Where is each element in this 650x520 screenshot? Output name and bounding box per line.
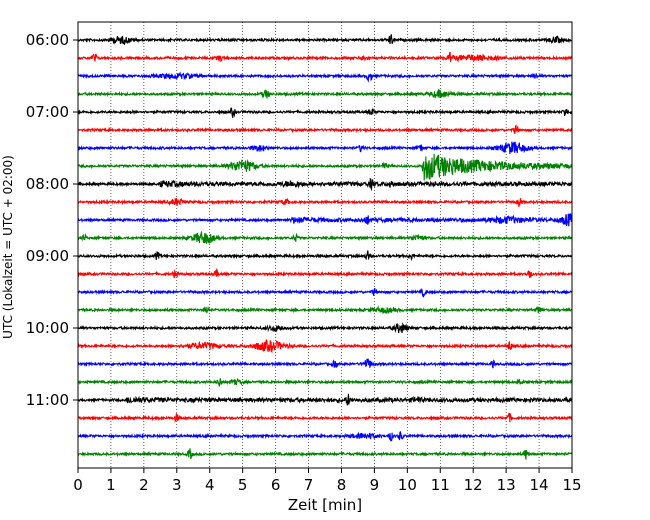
seismic-trace (77, 213, 573, 227)
y-tick-label: 09:00 (26, 247, 69, 265)
x-tick-label: 9 (370, 476, 380, 494)
x-tick-label: 7 (304, 476, 314, 494)
x-axis-ticks: 0 1 2 3 4 5 6 7 8 9 10 11 12 13 14 15 (73, 468, 582, 494)
x-tick-label: 4 (205, 476, 215, 494)
seismic-trace (77, 107, 573, 118)
y-tick-label: 10:00 (26, 319, 69, 337)
x-tick-label: 2 (139, 476, 149, 494)
seismic-trace (77, 448, 573, 460)
x-tick-label: 6 (271, 476, 281, 494)
seismic-trace (77, 305, 573, 315)
seismic-trace (77, 268, 573, 279)
y-tick-label: 06:00 (26, 31, 69, 49)
seismic-trace (77, 287, 573, 298)
seismic-trace (77, 197, 573, 208)
seismic-trace (77, 88, 573, 99)
x-tick-label: 1 (106, 476, 116, 494)
x-tick-label: 5 (238, 476, 248, 494)
x-tick-label: 10 (398, 476, 417, 494)
x-tick-label: 14 (530, 476, 549, 494)
seismic-trace (77, 178, 573, 192)
seismic-trace (77, 412, 573, 423)
y-axis-ticks: 06:00 07:00 08:00 09:00 10:00 11:00 (26, 31, 78, 409)
plot-frame (77, 21, 573, 469)
seismic-trace (77, 34, 573, 46)
seismic-trace (77, 153, 573, 181)
grid (110, 22, 540, 468)
traces (77, 34, 573, 460)
seismic-trace (77, 393, 573, 406)
y-axis-label: UTC (Lokalzeit = UTC + 02:00) (1, 155, 15, 339)
seismic-trace (77, 51, 573, 63)
seismic-trace (77, 124, 573, 135)
x-tick-label: 3 (172, 476, 182, 494)
seismic-trace (77, 430, 573, 442)
seismic-trace (77, 358, 573, 369)
seismic-trace (77, 141, 573, 155)
seismic-trace (77, 322, 573, 334)
x-axis-label: Zeit [min] (288, 496, 362, 514)
x-tick-label: 0 (73, 476, 83, 494)
seismic-trace (77, 339, 573, 354)
seismic-trace (77, 71, 573, 83)
seismic-trace (77, 231, 573, 245)
seismic-trace (77, 377, 573, 387)
y-tick-label: 08:00 (26, 175, 69, 193)
x-tick-label: 13 (497, 476, 516, 494)
y-tick-label: 11:00 (26, 391, 69, 409)
x-tick-label: 15 (562, 476, 581, 494)
x-tick-label: 8 (337, 476, 347, 494)
x-tick-label: 12 (464, 476, 483, 494)
seismic-trace (77, 250, 573, 262)
y-tick-label: 07:00 (26, 103, 69, 121)
x-tick-label: 11 (431, 476, 450, 494)
